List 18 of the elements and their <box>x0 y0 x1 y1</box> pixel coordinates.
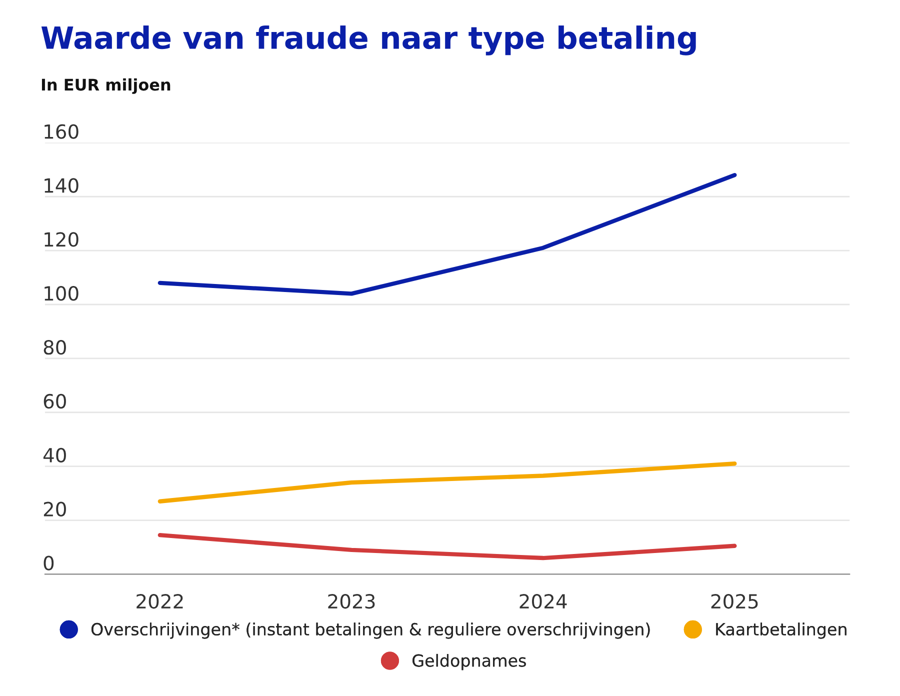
legend-label: Geldopnames <box>412 654 526 670</box>
y-tick-label: 0 <box>44 556 54 570</box>
y-tick-label: 80 <box>44 340 66 355</box>
y-tick-label: 100 <box>44 286 78 301</box>
y-tick-label: 20 <box>44 502 66 516</box>
y-tick-label: 40 <box>43 448 66 463</box>
legend-label: Kaartbetalingen <box>716 622 846 639</box>
y-tick-label: 160 <box>44 124 78 139</box>
x-tick-label: 2023 <box>328 594 375 609</box>
y-tick-label: 120 <box>44 232 78 247</box>
y-tick-label: 60 <box>44 394 66 409</box>
y-tick-label: 140 <box>44 178 78 193</box>
x-tick-label: 2024 <box>520 594 567 609</box>
chart-subtitle: In EUR miljoen <box>42 78 170 94</box>
legend-label: Overschrijvingen* (instant betalingen & reguliere overschrijvingen) <box>91 622 650 639</box>
chart-title: Waarde van fraude naar type betaling <box>41 26 696 56</box>
x-tick-label: 2025 <box>711 594 758 609</box>
x-tick-label: 2022 <box>136 594 183 609</box>
